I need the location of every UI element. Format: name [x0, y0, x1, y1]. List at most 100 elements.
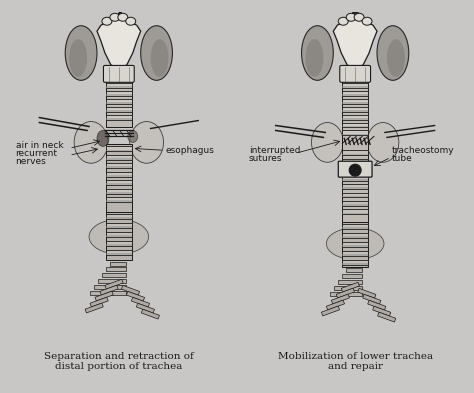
Bar — [346, 268, 362, 272]
Ellipse shape — [377, 26, 409, 80]
Bar — [137, 303, 155, 313]
Ellipse shape — [151, 39, 168, 77]
Ellipse shape — [141, 26, 173, 80]
Bar — [342, 102, 368, 104]
Bar — [321, 306, 339, 316]
Bar — [342, 236, 368, 238]
Bar — [342, 130, 368, 136]
Bar — [106, 107, 132, 112]
Bar — [106, 158, 132, 160]
Bar — [106, 226, 132, 228]
Bar — [342, 224, 368, 229]
Bar — [106, 99, 132, 104]
Bar — [342, 118, 368, 119]
Bar — [106, 150, 132, 151]
Bar — [342, 251, 368, 255]
Bar — [342, 222, 368, 266]
Text: esophagus: esophagus — [165, 146, 214, 155]
Bar — [85, 303, 103, 313]
Bar — [98, 279, 126, 283]
Bar — [90, 291, 126, 295]
Bar — [342, 245, 368, 247]
Bar — [106, 118, 132, 119]
Bar — [336, 288, 355, 298]
Bar — [342, 167, 368, 172]
Text: and repair: and repair — [328, 362, 383, 371]
Bar — [342, 259, 368, 264]
Bar — [106, 175, 132, 176]
Ellipse shape — [362, 17, 372, 25]
Bar — [342, 209, 368, 214]
Bar — [90, 297, 108, 307]
Ellipse shape — [65, 26, 97, 80]
Circle shape — [349, 164, 361, 176]
Bar — [327, 300, 345, 310]
Bar — [341, 282, 359, 292]
Bar — [106, 163, 132, 168]
Ellipse shape — [118, 13, 128, 21]
Ellipse shape — [89, 219, 149, 254]
Bar — [331, 294, 349, 304]
Ellipse shape — [354, 13, 364, 21]
Bar — [342, 187, 368, 189]
Bar — [127, 291, 145, 301]
Bar — [342, 81, 368, 222]
Bar — [106, 155, 132, 160]
Ellipse shape — [74, 121, 108, 163]
Ellipse shape — [367, 123, 399, 162]
Bar — [100, 285, 118, 295]
Ellipse shape — [311, 123, 343, 162]
Bar — [110, 261, 126, 266]
Bar — [106, 235, 132, 237]
Bar — [342, 99, 368, 104]
FancyBboxPatch shape — [340, 65, 371, 82]
Bar — [106, 268, 126, 272]
Bar — [358, 288, 376, 298]
Bar — [342, 83, 368, 88]
Bar — [342, 110, 368, 112]
Bar — [342, 242, 368, 247]
Bar — [342, 91, 368, 96]
Bar — [106, 241, 132, 246]
Bar — [342, 179, 368, 181]
Ellipse shape — [387, 39, 405, 77]
Bar — [106, 86, 132, 88]
Bar — [342, 176, 368, 181]
Bar — [106, 212, 132, 259]
Text: air in neck: air in neck — [16, 141, 63, 150]
Bar — [363, 294, 381, 304]
Bar — [342, 134, 368, 136]
Bar — [106, 81, 132, 127]
Bar — [121, 285, 140, 295]
Polygon shape — [333, 19, 377, 69]
Ellipse shape — [97, 130, 109, 146]
Text: B: B — [350, 11, 360, 25]
Bar — [106, 189, 132, 193]
Bar — [342, 227, 368, 229]
Bar — [342, 184, 368, 189]
Ellipse shape — [69, 39, 87, 77]
Bar — [106, 250, 132, 255]
Bar — [330, 292, 362, 296]
Bar — [342, 107, 368, 112]
Bar — [342, 263, 368, 264]
Polygon shape — [97, 19, 141, 69]
Bar — [342, 193, 368, 198]
Bar — [342, 201, 368, 206]
Ellipse shape — [346, 13, 356, 21]
FancyBboxPatch shape — [338, 161, 372, 177]
Bar — [106, 94, 132, 96]
Bar — [141, 309, 159, 319]
Text: tracheostomy: tracheostomy — [392, 146, 455, 155]
Bar — [342, 171, 368, 172]
Bar — [106, 217, 132, 219]
Bar — [342, 274, 362, 278]
Ellipse shape — [306, 39, 323, 77]
Ellipse shape — [327, 228, 384, 259]
Bar — [106, 192, 132, 193]
Bar — [106, 144, 132, 212]
Bar — [342, 196, 368, 198]
Text: distal portion of trachea: distal portion of trachea — [55, 362, 182, 371]
Bar — [342, 159, 368, 164]
Text: Mobilization of lower trachea: Mobilization of lower trachea — [278, 353, 433, 361]
